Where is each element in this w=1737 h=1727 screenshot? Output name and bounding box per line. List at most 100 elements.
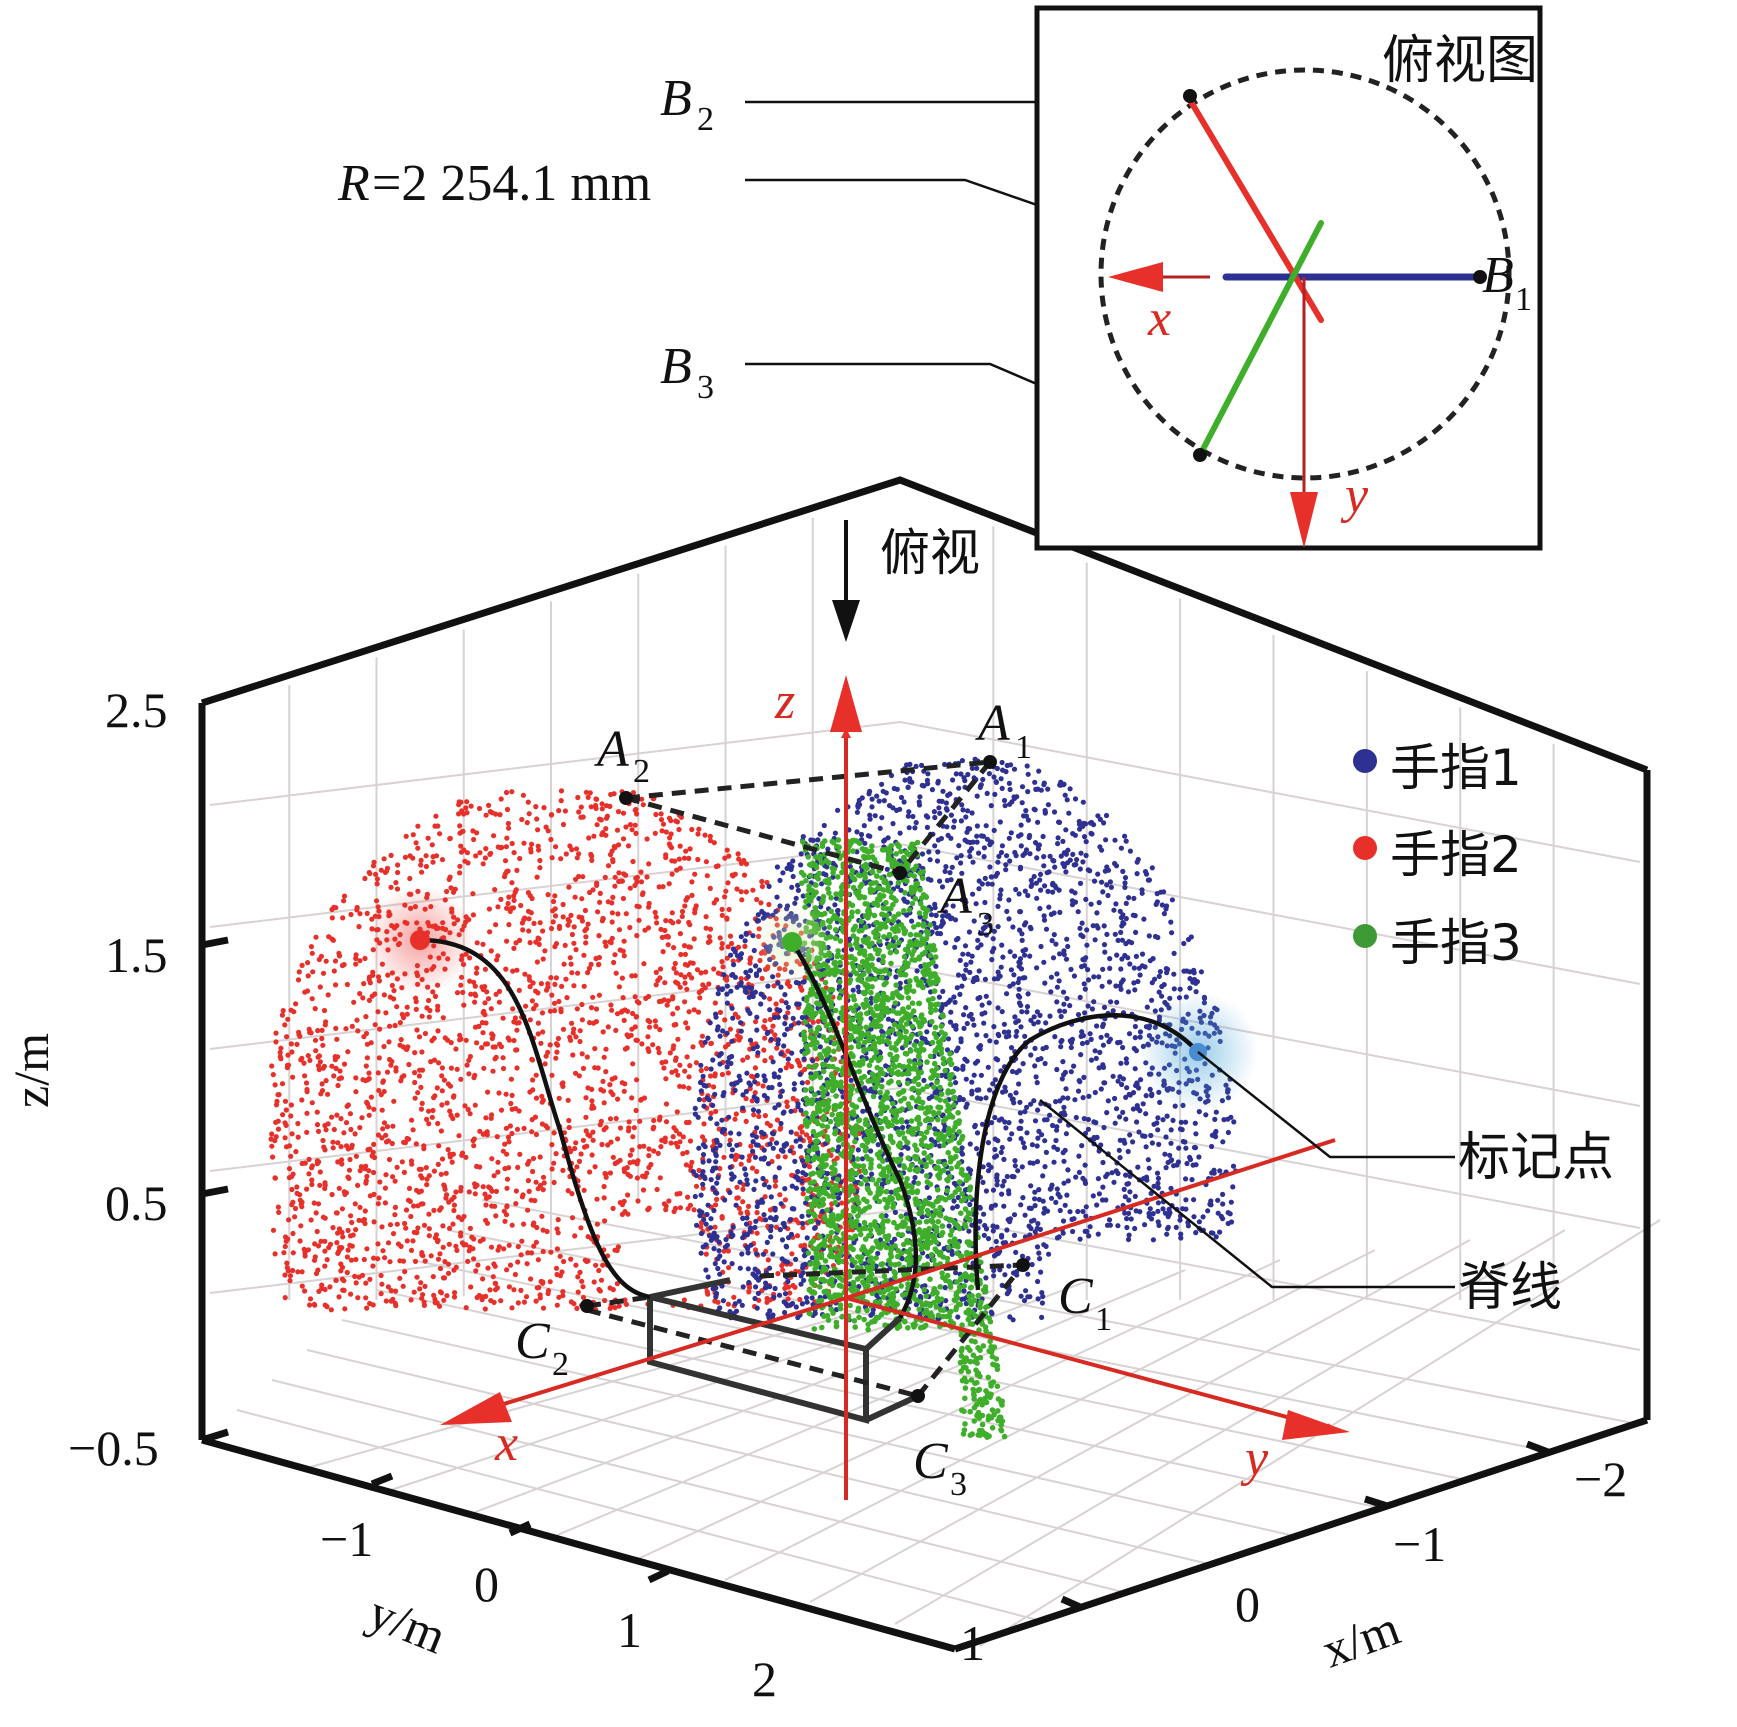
cloud-point [1154,1170,1161,1176]
cloud-point [1028,1052,1034,1058]
cloud-point [393,1065,399,1071]
cloud-point [1036,768,1042,774]
cloud-point [1074,857,1080,863]
grid-line [554,1269,1186,1537]
cloud-point [767,1123,774,1129]
cloud-point [804,1299,810,1305]
cloud-point [712,1091,718,1097]
cloud-point [754,896,760,903]
cloud-point [707,1020,713,1026]
cloud-point [1096,974,1102,980]
cloud-point [677,1205,684,1211]
cloud-point [540,1187,546,1193]
cloud-point [767,1016,774,1023]
cloud-point [954,855,960,861]
cloud-point [563,851,569,857]
cloud-point [917,1311,923,1317]
cloud-point [330,1225,336,1231]
cloud-point [701,1103,707,1109]
cloud-point [795,1101,801,1107]
cloud-point [703,1066,710,1072]
cloud-point [675,1072,681,1078]
cloud-point [1132,1193,1138,1199]
cloud-point [554,1271,560,1278]
cloud-point [1070,831,1076,837]
cloud-point [1003,1125,1009,1131]
cloud-point [480,1030,486,1036]
cloud-point [767,1007,773,1013]
cloud-point [1120,1109,1126,1115]
cloud-point [299,1269,305,1275]
cloud-point [1183,1176,1189,1182]
cloud-point [1062,1069,1068,1075]
cloud-point [1034,855,1040,861]
cloud-point [269,1143,275,1149]
cloud-point [1142,869,1149,875]
cloud-point [729,872,735,878]
cloud-point [969,1079,975,1085]
cloud-point [1018,1293,1024,1299]
cloud-point [484,1220,490,1226]
cloud-point [1162,1151,1168,1157]
cloud-point [613,970,619,976]
cloud-point [315,1201,322,1207]
cloud-point [438,1171,444,1177]
cloud-point [1164,970,1170,976]
cloud-point [719,1117,725,1123]
cloud-point [513,940,519,946]
cloud-point [970,891,976,897]
cloud-point [1123,1116,1129,1122]
cloud-point [706,1158,712,1164]
cloud-point [307,1029,313,1036]
cloud-point [951,1198,957,1204]
cloud-point [322,1147,328,1153]
cloud-point [1115,1078,1121,1084]
cloud-point [533,1179,539,1185]
cloud-point [912,1174,918,1181]
cloud-point [416,1166,422,1172]
cloud-point [537,1295,543,1301]
cloud-point [639,1041,645,1047]
cloud-point [696,989,702,996]
cloud-point [752,1090,758,1096]
cloud-point [874,1292,880,1299]
cloud-point [435,1237,441,1243]
cloud-point [1161,889,1167,895]
cloud-point [750,1046,756,1052]
cloud-point [594,822,600,828]
cloud-point [392,1178,398,1184]
cloud-point [839,1200,845,1206]
cloud-point [731,1294,737,1300]
cloud-point [931,809,938,815]
cloud-point [436,1060,442,1066]
cloud-point [496,988,503,995]
cloud-point [959,1145,965,1151]
cloud-point [334,1036,340,1042]
cloud-point [621,1166,627,1172]
cloud-point [726,1114,732,1120]
grid-line [894,1229,1566,1625]
cloud-point [1150,1237,1156,1243]
grid-line [809,1239,1471,1603]
cloud-point [751,1112,757,1118]
cloud-point [1051,932,1057,938]
cloud-point [376,1055,382,1061]
cloud-point [729,1147,736,1153]
cloud-point [798,1124,805,1130]
cloud-point [793,1304,799,1310]
cloud-point [367,1276,373,1282]
cloud-point [426,1173,432,1179]
cloud-point [1141,916,1147,922]
cloud-point [620,995,626,1001]
cloud-point [1108,999,1114,1005]
cloud-point [296,969,302,975]
cloud-point [458,1036,464,1042]
cloud-point [990,1081,996,1087]
cloud-point [935,849,941,855]
cloud-point [552,1008,558,1014]
cloud-point [443,1195,449,1201]
cloud-point [463,1242,469,1248]
cloud-point [630,1061,636,1067]
cloud-point [412,1095,418,1101]
cloud-point [363,1163,369,1169]
